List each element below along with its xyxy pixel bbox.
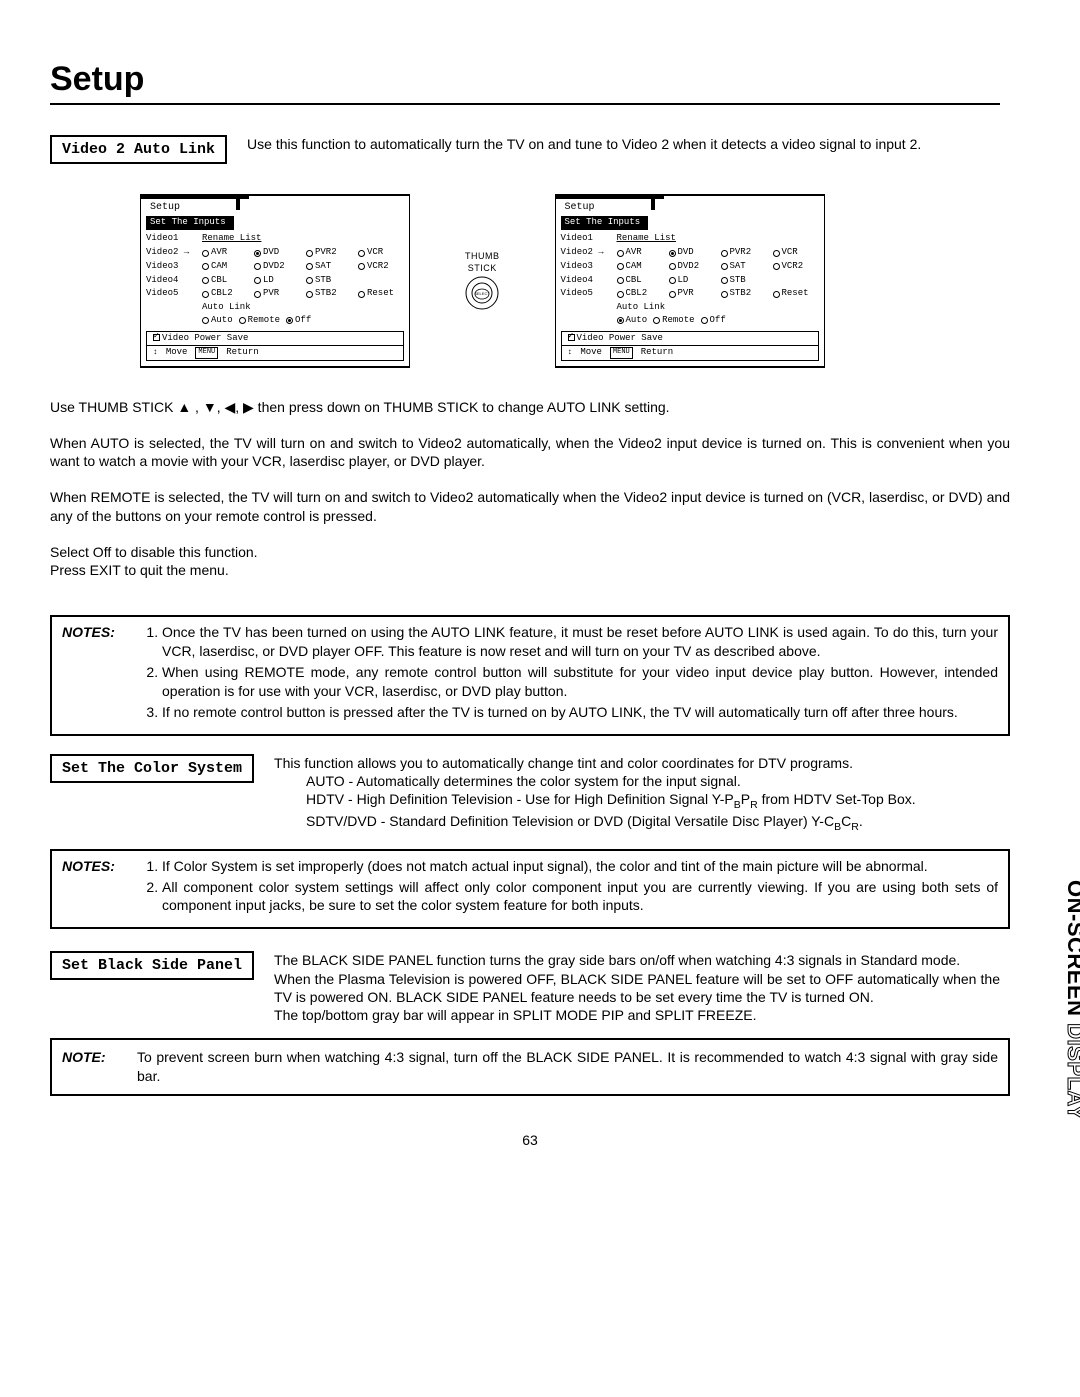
color-l1: AUTO - Automatically determines the colo…	[274, 772, 741, 790]
black-side-panel-desc: The BLACK SIDE PANEL function turns the …	[274, 951, 1000, 1024]
video2-autolink-label: Video 2 Auto Link	[50, 135, 227, 164]
sub-c-label: C	[841, 813, 851, 829]
instruction-p3: When REMOTE is selected, the TV will tur…	[50, 488, 1010, 524]
side-tab-label: ON-SCREEN DISPLAY	[1062, 880, 1080, 1120]
note-item: Once the TV has been turned on using the…	[162, 623, 998, 661]
color-system-desc: This function allows you to automaticall…	[274, 754, 1000, 835]
title-rule	[50, 103, 1000, 105]
thumbstick-icon: THUMB STICK SELECT	[465, 252, 500, 310]
notes-list-2: If Color System is set improperly (does …	[62, 857, 998, 916]
note-text-3: To prevent screen burn when watching 4:3…	[137, 1048, 998, 1086]
instruction-p5: Press EXIT to quit the menu.	[50, 561, 1010, 579]
thumbstick-select-text: SELECT	[474, 291, 490, 296]
sub-r: R	[750, 799, 758, 811]
sub-r2: R	[851, 821, 859, 833]
notes-label-1: NOTES:	[62, 623, 134, 642]
thumbstick-label2: STICK	[468, 264, 497, 274]
notes-box-2: NOTES: If Color System is set improperly…	[50, 849, 1010, 930]
osd-dialog-left: SetupSet The InputsVideo1Rename ListVide…	[140, 194, 410, 368]
side-tab-left: ON-SCREEN	[1063, 880, 1080, 1017]
sub-b: B	[734, 799, 741, 811]
black-side-panel-label: Set Black Side Panel	[50, 951, 254, 980]
color-l2a: HDTV - High Definition Television - Use …	[274, 790, 734, 808]
note-label-3: NOTE:	[62, 1048, 137, 1086]
page-number: 63	[50, 1132, 1010, 1148]
osd-dialog-right: SetupSet The InputsVideo1Rename ListVide…	[555, 194, 825, 368]
side-tab-right: DISPLAY	[1063, 1023, 1080, 1120]
page-title: Setup	[50, 60, 1070, 99]
color-l0: This function allows you to automaticall…	[274, 755, 853, 771]
bsp-l0: The BLACK SIDE PANEL function turns the …	[274, 952, 960, 968]
instruction-p4: Select Off to disable this function.	[50, 543, 1010, 561]
sub-p-label: P	[741, 791, 750, 807]
video2-autolink-desc: Use this function to automatically turn …	[247, 135, 1000, 153]
color-system-label: Set The Color System	[50, 754, 254, 783]
note-box-3: NOTE: To prevent screen burn when watchi…	[50, 1038, 1010, 1096]
note-item: If Color System is set improperly (does …	[162, 857, 998, 876]
instruction-p1: Use THUMB STICK ▲ , ▼, ◀, ▶ then press d…	[50, 398, 1010, 416]
note-item: All component color system settings will…	[162, 878, 998, 916]
bsp-l1: When the Plasma Television is powered OF…	[274, 971, 1000, 1005]
notes-list-1: Once the TV has been turned on using the…	[62, 623, 998, 721]
instruction-p2: When AUTO is selected, the TV will turn …	[50, 434, 1010, 470]
color-l3a: SDTV/DVD - Standard Definition Televisio…	[274, 812, 834, 830]
bsp-l2: The top/bottom gray bar will appear in S…	[274, 1007, 756, 1023]
notes-label-2: NOTES:	[62, 857, 134, 876]
notes-box-1: NOTES: Once the TV has been turned on us…	[50, 615, 1010, 735]
note-item: If no remote control button is pressed a…	[162, 703, 998, 722]
color-l2b: from HDTV Set-Top Box.	[758, 791, 916, 807]
thumbstick-label1: THUMB	[465, 252, 500, 262]
note-item: When using REMOTE mode, any remote contr…	[162, 663, 998, 701]
